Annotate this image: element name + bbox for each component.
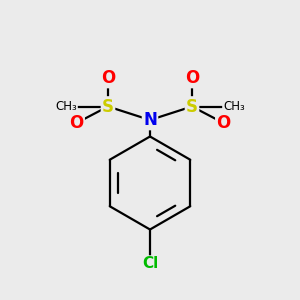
- Text: O: O: [185, 69, 199, 87]
- Text: S: S: [186, 98, 198, 116]
- Text: Cl: Cl: [142, 256, 158, 272]
- Text: O: O: [216, 114, 231, 132]
- Text: CH₃: CH₃: [55, 100, 77, 113]
- Text: O: O: [69, 114, 84, 132]
- Text: N: N: [143, 111, 157, 129]
- Text: O: O: [101, 69, 115, 87]
- Text: CH₃: CH₃: [223, 100, 245, 113]
- Text: S: S: [102, 98, 114, 116]
